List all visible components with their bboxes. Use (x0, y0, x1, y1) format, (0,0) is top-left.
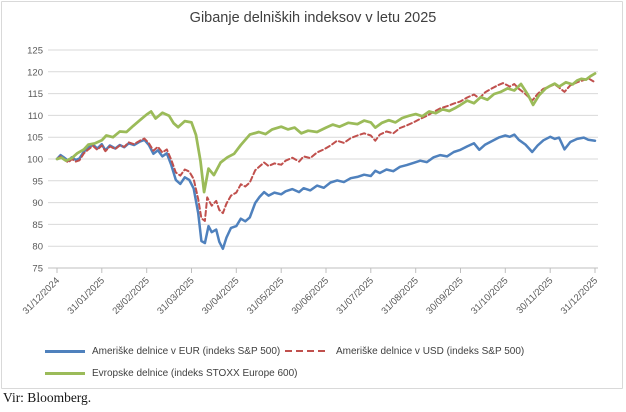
y-axis-label: 95 (32, 176, 43, 187)
legend-label-us-usd: Ameriške delnice v USD (indeks S&P 500) (336, 345, 525, 357)
x-axis-label: 31/12/2025 (559, 275, 600, 316)
x-axis-label: 31/07/2025 (335, 275, 376, 316)
legend-item-us-usd: Ameriške delnice v USD (indeks S&P 500) (285, 344, 524, 358)
legend-label-us-eur: Ameriške delnice v EUR (indeks S&P 500) (92, 345, 281, 357)
source-note: Vir: Bloomberg. (3, 390, 92, 405)
legend-label-europe: Evropske delnice (indeks STOXX Europe 60… (92, 367, 298, 379)
legend-line-marker-blue (45, 349, 85, 353)
x-axis-label: 30/09/2025 (424, 275, 465, 316)
y-axis-label: 75 (32, 264, 43, 275)
series-line-sp500-eur (55, 133, 597, 251)
y-axis-label: 90 (32, 198, 43, 209)
legend-item-us-eur: Ameriške delnice v EUR (indeks S&P 500) (45, 344, 280, 358)
legend-dashed-line-marker-red (285, 350, 329, 352)
y-axis-label: 85 (32, 220, 43, 231)
legend-line-marker-green (45, 371, 85, 375)
x-axis-label: 31/05/2025 (245, 275, 286, 316)
y-axis-label: 105 (27, 133, 43, 144)
series-line-sp500-usd (56, 77, 596, 222)
y-axis-label: 120 (27, 67, 43, 78)
x-axis-label: 31/12/2024 (21, 275, 62, 316)
y-axis-label: 115 (28, 89, 43, 100)
x-axis-label: 31/01/2025 (66, 275, 107, 316)
series-line-stoxx600 (55, 72, 597, 194)
y-axis-label: 125 (27, 46, 43, 57)
legend-item-europe: Evropske delnice (indeks STOXX Europe 60… (45, 366, 297, 380)
y-axis-label: 110 (28, 111, 43, 122)
x-axis-label: 31/08/2025 (379, 275, 420, 316)
y-axis-label: 100 (27, 155, 43, 166)
x-axis-label: 31/03/2025 (155, 275, 196, 316)
chart-title: Gibanje delniških indeksov v letu 2025 (189, 10, 437, 26)
x-axis-label: 30/04/2025 (200, 275, 241, 316)
x-axis-label: 30/11/2025 (514, 275, 555, 316)
chart-frame (1, 1, 623, 389)
y-axis-label: 80 (32, 242, 43, 253)
x-axis-label: 28/02/2025 (110, 275, 151, 316)
x-axis-label: 30/06/2025 (290, 275, 331, 316)
x-axis-label: 31/10/2025 (469, 275, 510, 316)
